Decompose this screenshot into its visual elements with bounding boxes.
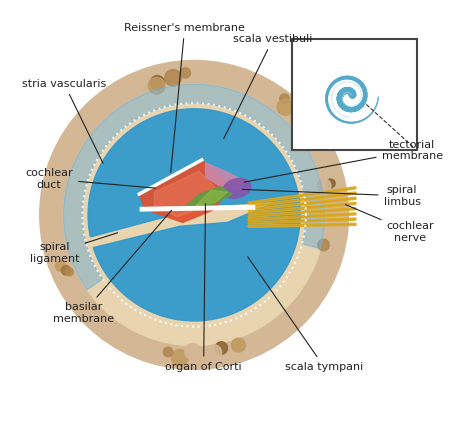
Circle shape bbox=[280, 94, 289, 103]
Circle shape bbox=[56, 261, 66, 271]
Circle shape bbox=[150, 76, 164, 90]
Text: cochlear
duct: cochlear duct bbox=[26, 168, 155, 190]
Circle shape bbox=[63, 84, 325, 346]
Polygon shape bbox=[63, 84, 325, 290]
Polygon shape bbox=[196, 190, 227, 205]
Text: Reissner's membrane: Reissner's membrane bbox=[124, 23, 245, 172]
Circle shape bbox=[207, 345, 222, 360]
Circle shape bbox=[298, 134, 315, 150]
Polygon shape bbox=[206, 163, 243, 190]
Text: tectorial
membrane: tectorial membrane bbox=[244, 140, 443, 182]
Circle shape bbox=[51, 168, 58, 176]
Polygon shape bbox=[88, 109, 299, 237]
Circle shape bbox=[180, 68, 190, 78]
Polygon shape bbox=[154, 171, 218, 217]
Text: scala tympani: scala tympani bbox=[248, 257, 363, 372]
Polygon shape bbox=[139, 160, 230, 222]
Text: basilar
membrane: basilar membrane bbox=[53, 210, 171, 323]
Circle shape bbox=[156, 353, 165, 361]
Text: scala vestibuli: scala vestibuli bbox=[224, 34, 312, 139]
Text: spiral
limbus: spiral limbus bbox=[243, 185, 421, 207]
Circle shape bbox=[187, 68, 195, 76]
Circle shape bbox=[165, 70, 181, 86]
Text: organ of Corti: organ of Corti bbox=[165, 204, 242, 372]
Circle shape bbox=[317, 179, 331, 193]
Circle shape bbox=[326, 179, 335, 188]
Text: cochlear
nerve: cochlear nerve bbox=[346, 204, 434, 243]
Circle shape bbox=[277, 99, 293, 115]
Polygon shape bbox=[183, 187, 232, 207]
Text: stria vascularis: stria vascularis bbox=[22, 79, 107, 163]
Ellipse shape bbox=[223, 178, 251, 198]
FancyBboxPatch shape bbox=[292, 39, 417, 150]
Circle shape bbox=[231, 338, 245, 352]
Polygon shape bbox=[93, 193, 300, 321]
Circle shape bbox=[163, 347, 173, 357]
Text: spiral
ligament: spiral ligament bbox=[30, 233, 117, 264]
Circle shape bbox=[40, 60, 349, 369]
Circle shape bbox=[185, 343, 201, 360]
Circle shape bbox=[148, 77, 165, 94]
Circle shape bbox=[66, 268, 73, 276]
Circle shape bbox=[171, 350, 188, 366]
Circle shape bbox=[318, 239, 329, 251]
Circle shape bbox=[61, 266, 71, 275]
Circle shape bbox=[215, 342, 228, 354]
